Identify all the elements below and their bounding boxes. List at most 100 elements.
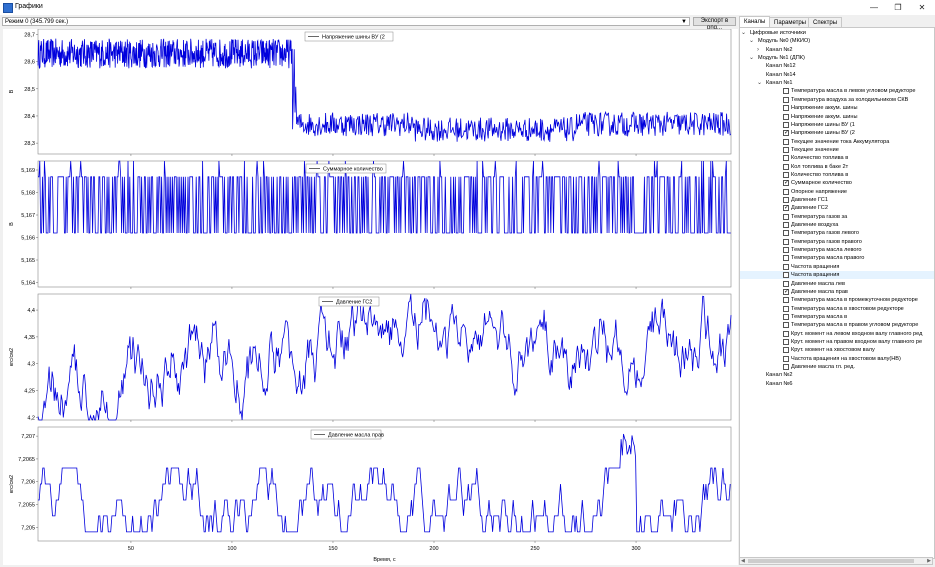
channel-checkbox[interactable] xyxy=(783,213,789,220)
mode-select[interactable]: Режим 0 (345.799 сек.) ▼ xyxy=(2,17,690,26)
channel-checkbox[interactable] xyxy=(783,255,789,262)
series-line xyxy=(37,38,731,142)
tree-item-label: Давление масла прав xyxy=(791,288,848,295)
channel-checkbox[interactable] xyxy=(783,263,789,270)
tree-item-label: Текущее значение тока Аккумулятора xyxy=(791,138,890,145)
chevron-down-icon[interactable]: ⌄ xyxy=(757,80,763,87)
channel-checkbox[interactable] xyxy=(783,222,789,229)
tree-item-label: Канал №2 xyxy=(766,46,793,53)
y-tick-label: 4,25 xyxy=(24,389,35,395)
scroll-right-icon[interactable]: ▶ xyxy=(927,558,931,564)
legend-label: Давление ГС2 xyxy=(336,300,372,306)
scroll-thumb[interactable] xyxy=(748,559,914,563)
tree-item-label: Температура масла в правом угловом редук… xyxy=(791,322,919,329)
tree-item-label: Температура масла в промежуточном редукт… xyxy=(791,297,918,304)
tree-item-label: Частота вращения xyxy=(791,272,840,279)
channel-checkbox[interactable] xyxy=(783,355,789,362)
tree-item-label: Температура газов левого xyxy=(791,230,859,237)
series-line xyxy=(38,433,731,533)
y-tick-label: 4,35 xyxy=(24,335,35,341)
channel-checkbox[interactable] xyxy=(783,238,789,245)
tree-horizontal-scrollbar[interactable]: ◀ ▶ xyxy=(739,557,933,565)
legend-label: Давление масла прав xyxy=(328,433,384,439)
channel-checkbox[interactable] xyxy=(783,197,789,203)
channel-checkbox[interactable] xyxy=(783,96,789,103)
chevron-right-icon[interactable]: › xyxy=(757,46,759,53)
tree-item-label: Крут. момент на хвостовом валу xyxy=(791,347,875,354)
channel-checkbox[interactable] xyxy=(783,297,789,304)
tree-item-label: Температура масла в хвостовом редукторе xyxy=(791,305,904,312)
channel-checkbox[interactable] xyxy=(783,338,789,345)
channel-checkbox[interactable] xyxy=(783,280,789,287)
tree-item[interactable]: Частота вращения xyxy=(740,271,934,280)
plot-frame xyxy=(37,293,732,421)
channel-tree[interactable]: ⌄ Цифровые источники ⌄ Модуль №0 (МКИО) › Кан… xyxy=(739,27,935,559)
x-axis-label: Время, с xyxy=(373,557,396,563)
channel-checkbox[interactable]: ✓ xyxy=(783,288,790,295)
tab-channels[interactable]: Каналы xyxy=(739,16,771,27)
channel-checkbox[interactable] xyxy=(783,247,789,254)
chevron-down-icon[interactable]: ⌄ xyxy=(749,55,755,62)
tree-item-label: Модуль №0 (МКИО) xyxy=(758,38,811,45)
channel-checkbox[interactable] xyxy=(783,272,789,279)
channel-checkbox[interactable] xyxy=(783,146,789,153)
minimize-button[interactable]: — xyxy=(870,3,878,12)
y-tick-label: 5,169 xyxy=(21,168,35,174)
channel-checkbox[interactable] xyxy=(783,163,789,170)
tree-item-label: Суммарное количество xyxy=(791,180,852,187)
y-axis-label: В xyxy=(9,222,15,226)
window-titlebar: Графики — ❐ ✕ xyxy=(0,0,935,15)
channel-checkbox[interactable] xyxy=(783,347,789,354)
channel-checkbox[interactable] xyxy=(783,330,789,337)
channel-checkbox[interactable] xyxy=(783,171,789,178)
tree-item-label: Канал №6 xyxy=(766,380,793,387)
y-tick-label: 7,207 xyxy=(21,434,35,440)
chevron-down-icon[interactable]: ⌄ xyxy=(749,38,755,45)
tree-item-label: Температура масла левого xyxy=(791,247,862,254)
y-tick-label: 28,6 xyxy=(24,60,35,66)
channel-checkbox[interactable]: ✓ xyxy=(783,180,790,187)
app-chart-icon xyxy=(3,3,13,13)
channel-checkbox[interactable] xyxy=(783,105,789,112)
channel-checkbox[interactable] xyxy=(783,138,789,145)
x-tick-label: 300 xyxy=(631,546,640,552)
channel-checkbox[interactable] xyxy=(783,230,789,237)
tree-item-label: Модуль №1 (ДПК) xyxy=(758,55,805,62)
channel-checkbox[interactable] xyxy=(783,121,789,128)
channel-checkbox[interactable]: ✓ xyxy=(783,130,790,137)
channel-checkbox[interactable]: ✓ xyxy=(783,205,790,212)
y-axis-label: В xyxy=(9,89,15,93)
channel-checkbox[interactable] xyxy=(783,188,789,195)
tree-item-label: Канал №2 xyxy=(766,372,793,379)
tree-item-label: Давление воздуха xyxy=(791,222,839,229)
tree-item-label: Опорное напряжение xyxy=(791,188,847,195)
tab-spectra[interactable]: Спектры xyxy=(808,17,843,27)
y-tick-label: 4,4 xyxy=(27,308,35,314)
x-tick-label: 100 xyxy=(227,546,236,552)
tree-item-label: Температура масла в xyxy=(791,313,848,320)
chevron-down-icon[interactable]: ⌄ xyxy=(741,30,747,36)
tab-parameters[interactable]: Параметры xyxy=(769,17,811,27)
channel-checkbox[interactable] xyxy=(783,155,789,162)
channel-checkbox[interactable] xyxy=(783,305,789,312)
tree-item-label: Частота вращения на хвостовом валу(НВ) xyxy=(791,355,901,362)
dropdown-arrow-icon: ▼ xyxy=(681,19,687,25)
legend-box xyxy=(310,429,382,440)
channel-checkbox[interactable] xyxy=(783,313,789,320)
tree-item-label: Напряжение аккум. шины xyxy=(791,105,858,112)
tree-item-label: Температура масла правого xyxy=(791,255,865,262)
x-tick-label: 200 xyxy=(429,546,438,552)
channel-checkbox[interactable] xyxy=(783,364,789,370)
channel-checkbox[interactable] xyxy=(783,322,789,329)
channel-checkbox[interactable] xyxy=(783,88,789,95)
close-button[interactable]: ✕ xyxy=(918,3,926,12)
charts-svg[interactable]: 28,7 28,6 28,5 28,4 28,3 В Напряжение шины ВУ … xyxy=(3,28,738,565)
channel-checkbox[interactable] xyxy=(783,113,789,120)
tree-item-label: Давление ГС1 xyxy=(791,197,828,203)
tree-item-label: Напряжение аккум. шины xyxy=(791,113,858,120)
mode-select-value: Режим 0 (345.799 сек.) xyxy=(5,19,69,25)
scroll-left-icon[interactable]: ◀ xyxy=(741,558,745,564)
export-png-button[interactable]: Экспорт в png... xyxy=(693,17,736,31)
maximize-button[interactable]: ❐ xyxy=(894,3,902,12)
tree-item-label: Давление масла лев xyxy=(791,280,846,287)
